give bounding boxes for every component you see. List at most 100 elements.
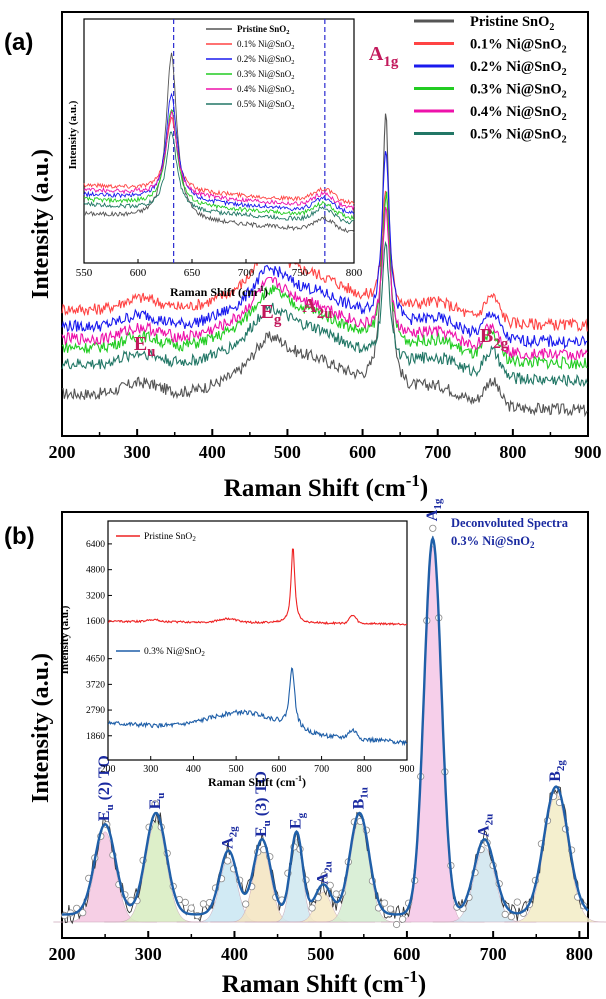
x-tick-label: 600 [393,944,420,964]
legend-entry: 0.2% Ni@SnO2 [470,59,567,78]
panel-a-inset-ticks: 550 600 650 700 750 800 [76,19,363,279]
inset-series-line-0 [83,52,355,234]
peak-label-B2g: B2g [547,760,567,782]
panel-b-annotation-sample: 0.3% Ni@SnO2 [451,534,535,550]
inset-x-tick-label: 400 [186,764,201,775]
inset-x-tick-label: 700 [314,764,329,775]
panel-a-legend: Pristine SnO2 0.1% Ni@SnO2 0.2% Ni@SnO2 0.3… [414,14,567,146]
legend-entry: 0.1% Ni@SnO2 [470,37,567,56]
x-tick-label: 700 [424,442,451,462]
deconvoluted-peak-1 [104,820,208,923]
inset-x-tick-label: 600 [271,764,286,775]
peak-label-Eu: Eu [134,333,156,360]
panel-a-ylabel: Intensity (a.u.) [28,149,54,299]
panel-b-inset-ticks: 200 300 400 500 600 700 800 900 1600 3200 4800 6400… [86,540,415,775]
inset-series-line-2 [83,92,355,215]
inset-series-line-3 [83,109,355,221]
panel-b-inset: 200 300 400 500 600 700 800 900 1600 3200 4800 6400… [59,520,415,789]
inset-x-tick-label: 500 [229,764,244,775]
inset-legend-entry: 0.3% Ni@SnO2 [144,647,205,658]
panel-b-annotation-title: Deconvoluted Spectra [451,516,569,530]
peak-label-A1g: A1g [424,498,444,521]
data-point [332,890,340,898]
inset-x-tick-label: 600 [130,267,147,279]
panel-a-inset-xlabel: Raman Shift (cm-1) [170,284,268,299]
data-point [386,905,395,913]
peak-label-Eu: Eu (3) TO [253,771,273,837]
x-tick-label: 900 [575,442,602,462]
inset-series-ni [107,667,408,747]
panel-a-inset: 550 600 650 700 750 800 Pristine SnO2 0.1% Ni@… [67,18,363,299]
peak-label-Eu: Eu (2) TO [96,755,116,821]
inset-x-tick-label: 700 [238,267,255,279]
peak-label-A2u: A2u [476,814,496,837]
panel-a-inset-ylabel: Intensity (a.u.) [67,100,79,169]
data-point [429,524,437,532]
inset-legend-entry: Pristine SnO2 [237,24,290,36]
inset-y-tick-label: 1600 [86,617,105,627]
inset-legend-entry: 0.3% Ni@SnO2 [237,69,295,81]
x-tick-label: 800 [566,944,593,964]
peak-label-B1u: B1u [351,787,371,809]
x-tick-label: 800 [499,442,526,462]
inset-x-tick-label: 800 [346,267,363,279]
peak-label-B2g: B2g [480,325,509,352]
panel-a-label: (a) [4,29,33,56]
panel-b-inset-ylabel: Intensity (a.u.) [59,605,71,674]
panel-b-inset-frame [107,520,408,761]
panel-b-deconvoluted-peaks [53,545,606,923]
data-point [398,915,407,923]
panel-b-spectrum [60,524,589,929]
data-point [181,898,189,907]
inset-x-tick-label: 300 [143,764,158,775]
x-tick-label: 700 [480,944,507,964]
panel-b-inset-xlabel: Raman Shift (cm-1) [208,774,306,789]
inset-y-tick-label: 4650 [86,655,105,665]
legend-entry: 0.5% Ni@SnO2 [470,127,567,146]
data-point [308,904,316,912]
inset-legend-entry: 0.2% Ni@SnO2 [237,54,295,66]
x-tick-label: 600 [349,442,376,462]
peak-label-A2g: A2g [219,826,239,849]
panel-a-ticks: 200 300 400 500 600 700 800 900 [49,429,602,462]
data-point [79,909,87,917]
panel-b-frame [61,511,589,939]
data-point [507,913,515,921]
series-line-0 [61,113,588,418]
x-tick-label: 400 [221,944,248,964]
data-point [513,898,521,906]
data-point [187,904,195,912]
legend-entry: Pristine SnO2 [470,14,554,33]
inset-y-tick-label: 3720 [86,680,105,690]
x-tick-label: 300 [124,442,151,462]
panel-b-ticks: 200 300 400 500 600 700 800 [49,931,593,964]
inset-series-pristine [107,548,407,626]
panel-a-inset-frame [83,18,355,264]
panel-a-series [61,113,588,418]
data-point [392,920,401,929]
inset-x-tick-label: 550 [76,267,93,279]
deconvoluted-peak-9 [504,793,606,923]
x-tick-label: 300 [135,944,162,964]
panel-b-inset-series: Pristine SnO2 0.3% Ni@SnO2 [107,532,408,747]
inset-legend-entry: 0.5% Ni@SnO2 [237,99,295,111]
data-point [380,899,389,907]
inset-y-tick-label: 1860 [86,732,105,742]
data-point [320,871,328,880]
series-line-4 [61,206,588,361]
inset-x-tick-label: 650 [184,267,201,279]
inset-y-tick-label: 4800 [86,566,105,576]
x-tick-label: 500 [274,442,301,462]
panel-a-inset-legend: Pristine SnO2 0.1% Ni@SnO2 0.2% Ni@SnO2 0.3… [206,24,295,111]
inset-x-tick-label: 750 [292,267,309,279]
peak-label-Eg: Eg [288,812,308,829]
inset-series-line-1 [83,116,355,205]
peak-label-Eu: Eu [147,793,167,810]
x-tick-label: 200 [49,442,76,462]
inset-x-tick-label: 200 [101,764,116,775]
panel-b-ylabel: Intensity (a.u.) [28,653,54,803]
inset-series-line-4 [83,109,355,212]
series-line-1 [61,190,588,332]
legend-entry: 0.3% Ni@SnO2 [470,82,567,101]
